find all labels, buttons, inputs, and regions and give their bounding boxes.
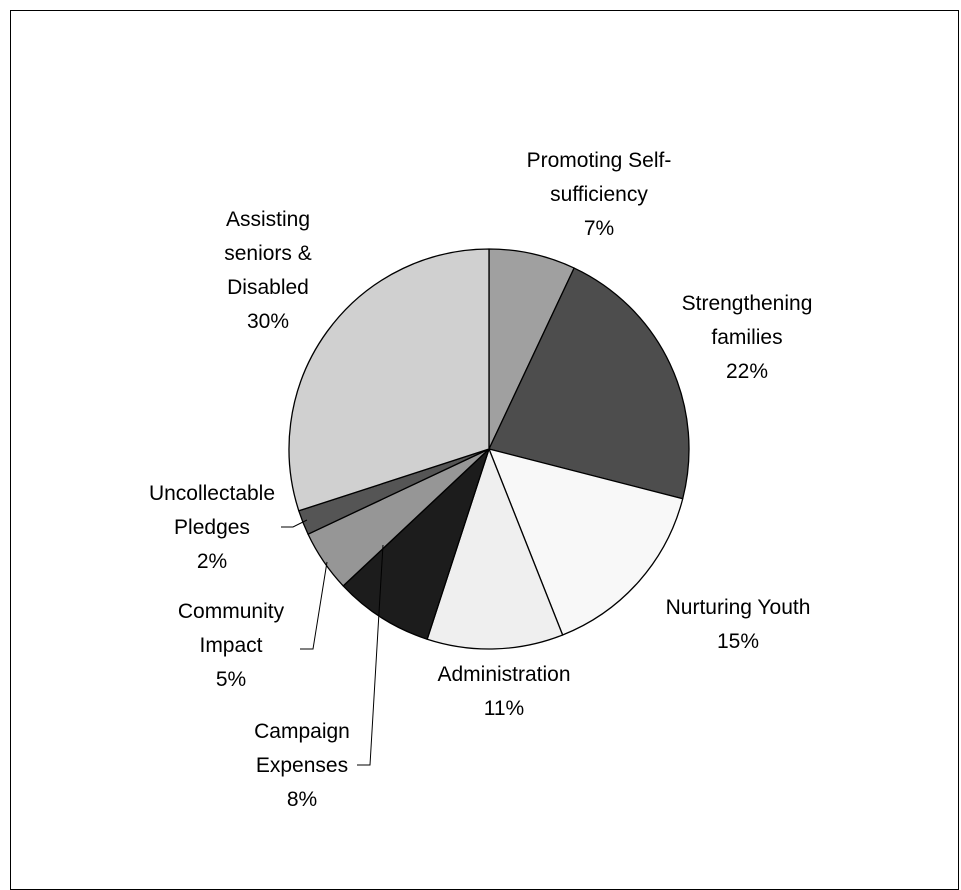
slice-label-nurturing-youth: Nurturing Youth bbox=[666, 596, 811, 619]
slice-label-promoting-self-sufficiency: sufficiency bbox=[550, 183, 648, 206]
slice-label-campaign-expenses: Expenses bbox=[256, 754, 348, 777]
slice-percent-nurturing-youth: 15% bbox=[717, 630, 759, 653]
slice-label-promoting-self-sufficiency: Promoting Self- bbox=[527, 149, 672, 172]
slice-percent-community-impact: 5% bbox=[216, 668, 246, 691]
slice-label-assisting-seniors-disabled: seniors & bbox=[224, 242, 312, 265]
pie-slice-assisting-seniors-disabled bbox=[288, 248, 490, 512]
pie-slice-campaign-expenses bbox=[342, 448, 490, 640]
pie-slice-nurturing-youth bbox=[488, 448, 684, 636]
slice-percent-campaign-expenses: 8% bbox=[287, 788, 317, 811]
slice-label-assisting-seniors-disabled: Disabled bbox=[227, 276, 309, 299]
slice-percent-administration: 11% bbox=[484, 697, 524, 720]
leader-line-uncollectable-pledges bbox=[281, 519, 308, 528]
slice-label-strengthening-families: families bbox=[711, 326, 782, 349]
pie-slice-administration bbox=[426, 448, 564, 650]
slice-label-administration: Administration bbox=[437, 663, 570, 686]
slice-percent-promoting-self-sufficiency: 7% bbox=[584, 217, 614, 240]
slice-percent-uncollectable-pledges: 2% bbox=[197, 550, 227, 573]
slice-label-assisting-seniors-disabled: Assisting bbox=[226, 208, 310, 231]
leader-line-campaign-expenses bbox=[357, 544, 384, 766]
pie-slice-strengthening-families bbox=[488, 267, 690, 500]
slice-percent-assisting-seniors-disabled: 30% bbox=[247, 310, 289, 333]
slice-label-campaign-expenses: Campaign bbox=[254, 720, 350, 743]
slice-percent-strengthening-families: 22% bbox=[726, 360, 768, 383]
slice-label-strengthening-families: Strengthening bbox=[682, 292, 813, 315]
leader-line-community-impact bbox=[300, 561, 328, 650]
slice-label-uncollectable-pledges: Pledges bbox=[174, 516, 250, 539]
slice-label-uncollectable-pledges: Uncollectable bbox=[149, 482, 275, 505]
slice-label-community-impact: Impact bbox=[199, 634, 262, 657]
slice-label-community-impact: Community bbox=[178, 600, 285, 623]
